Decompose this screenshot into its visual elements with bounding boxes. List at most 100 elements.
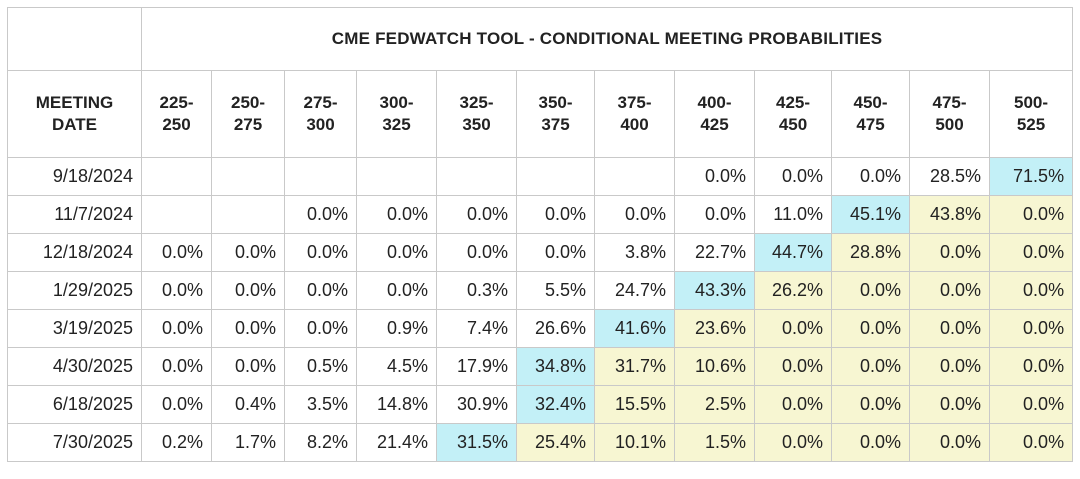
probability-cell: 25.4% — [516, 423, 595, 462]
range-header-275-300: 275- 300 — [284, 70, 357, 158]
probability-cell: 0.0% — [516, 233, 595, 272]
probability-cell: 15.5% — [594, 385, 675, 424]
probability-cell: 0.0% — [754, 157, 832, 196]
range-header-475-500: 475- 500 — [909, 70, 990, 158]
range-header-line1: 500- — [1014, 93, 1049, 112]
range-header-line2: 275 — [233, 115, 263, 134]
meeting-date-cell: 3/19/2025 — [7, 309, 142, 348]
probability-cell — [211, 195, 285, 234]
probability-cell — [356, 157, 437, 196]
probability-cell: 0.5% — [284, 347, 357, 386]
range-header-line1: 350- — [538, 93, 573, 112]
range-header-375-400: 375- 400 — [594, 70, 675, 158]
table-row: 9/18/2024 0.0% 0.0% 0.0% 28.5% 71.5% — [7, 157, 1074, 196]
probability-cell: 0.0% — [594, 195, 675, 234]
probability-cell: 44.7% — [754, 233, 832, 272]
probability-cell: 0.0% — [988, 423, 1074, 462]
probability-cell: 0.0% — [909, 271, 990, 310]
probability-cell: 0.0% — [988, 271, 1074, 310]
probability-cell: 28.5% — [909, 157, 990, 196]
range-header-line1: 400- — [697, 93, 732, 112]
range-header-350-375: 350- 375 — [516, 70, 595, 158]
range-header-line2: 450 — [778, 115, 808, 134]
meeting-date-header: MEETING DATE — [7, 70, 142, 158]
probability-cell: 0.0% — [754, 423, 832, 462]
meeting-date-header-line1: MEETING — [35, 93, 114, 112]
range-header-line1: 425- — [775, 93, 811, 112]
probability-cell: 31.7% — [594, 347, 675, 386]
table-row: 11/7/2024 0.0% 0.0% 0.0% 0.0% 0.0% 0.0% 11.0% 45… — [7, 195, 1074, 234]
probability-cell: 0.0% — [436, 195, 517, 234]
probability-cell: 0.0% — [211, 347, 285, 386]
probability-cell: 71.5% — [988, 157, 1074, 196]
range-header-325-350: 325- 350 — [436, 70, 517, 158]
probability-cell: 0.3% — [436, 271, 517, 310]
probability-cell: 0.0% — [909, 423, 990, 462]
probability-cell: 24.7% — [594, 271, 675, 310]
meeting-date-cell: 12/18/2024 — [7, 233, 142, 272]
range-header-300-325: 300- 325 — [356, 70, 437, 158]
probability-cell: 1.7% — [211, 423, 285, 462]
probability-cell: 0.0% — [988, 347, 1074, 386]
probability-cell: 5.5% — [516, 271, 595, 310]
range-header-line1: 275- — [303, 93, 338, 112]
probability-cell: 23.6% — [674, 309, 755, 348]
table-row: 4/30/2025 0.0% 0.0% 0.5% 4.5% 17.9% 34.8% 31.7%… — [7, 347, 1074, 386]
probability-cell: 26.2% — [754, 271, 832, 310]
probability-cell: 0.0% — [909, 385, 990, 424]
probability-cell: 0.0% — [284, 309, 357, 348]
probability-cell: 3.5% — [284, 385, 357, 424]
probability-cell: 43.8% — [909, 195, 990, 234]
range-header-line1: 450- — [853, 93, 888, 112]
probability-cell: 26.6% — [516, 309, 595, 348]
range-header-line2: 400 — [620, 115, 649, 134]
meeting-date-cell: 11/7/2024 — [7, 195, 142, 234]
meeting-date-header-line2: DATE — [51, 115, 97, 134]
range-header-line1: 250- — [230, 93, 266, 112]
corner-cell — [7, 7, 142, 71]
range-header-line1: 475- — [932, 93, 967, 112]
probability-cell: 0.0% — [988, 385, 1074, 424]
probability-cell: 0.0% — [211, 233, 285, 272]
probability-cell: 32.4% — [516, 385, 595, 424]
table-row: 3/19/2025 0.0% 0.0% 0.0% 0.9% 7.4% 26.6% 41.6% 2… — [7, 309, 1074, 348]
probability-cell: 0.0% — [831, 157, 910, 196]
range-header-425-450: 425- 450 — [754, 70, 832, 158]
range-header-line2: 525 — [1016, 115, 1046, 134]
probability-cell: 1.5% — [674, 423, 755, 462]
probability-cell: 0.0% — [141, 385, 212, 424]
probability-cell: 0.0% — [284, 233, 357, 272]
probability-cell: 28.8% — [831, 233, 910, 272]
table-body: 9/18/2024 0.0% 0.0% 0.0% 28.5% 71.5% 11/7/2024… — [7, 157, 1074, 462]
probability-cell: 17.9% — [436, 347, 517, 386]
probability-cell: 0.0% — [211, 271, 285, 310]
probability-cell: 0.9% — [356, 309, 437, 348]
probability-cell: 30.9% — [436, 385, 517, 424]
probability-cell: 45.1% — [831, 195, 910, 234]
header-row: MEETING DATE 225- 250 250- 275 275- 300 300- 32… — [7, 70, 1074, 158]
probability-cell: 0.0% — [141, 233, 212, 272]
probability-cell: 0.0% — [754, 309, 832, 348]
probability-cell: 8.2% — [284, 423, 357, 462]
range-header-225-250: 225- 250 — [141, 70, 212, 158]
probability-cell: 0.0% — [831, 347, 910, 386]
probability-cell: 0.0% — [211, 309, 285, 348]
probability-cell: 0.0% — [141, 347, 212, 386]
probability-cell: 0.0% — [356, 195, 437, 234]
probability-cell: 0.0% — [909, 309, 990, 348]
probability-cell: 0.0% — [988, 195, 1074, 234]
range-header-250-275: 250- 275 — [211, 70, 285, 158]
range-header-line2: 350 — [462, 115, 491, 134]
probability-cell: 0.0% — [909, 347, 990, 386]
table-row: 1/29/2025 0.0% 0.0% 0.0% 0.0% 0.3% 5.5% 24.7% 43… — [7, 271, 1074, 310]
probability-cell: 43.3% — [674, 271, 755, 310]
probability-cell: 0.0% — [356, 271, 437, 310]
probability-cell: 0.0% — [141, 309, 212, 348]
table-title: CME FEDWATCH TOOL - CONDITIONAL MEETING … — [140, 7, 1074, 71]
probability-cell: 0.0% — [436, 233, 517, 272]
probability-cell: 34.8% — [516, 347, 595, 386]
probability-cell: 0.0% — [909, 233, 990, 272]
probability-cell: 3.8% — [594, 233, 675, 272]
table-row: 6/18/2025 0.0% 0.4% 3.5% 14.8% 30.9% 32.4% 15.5… — [7, 385, 1074, 424]
range-header-line2: 425 — [700, 115, 729, 134]
